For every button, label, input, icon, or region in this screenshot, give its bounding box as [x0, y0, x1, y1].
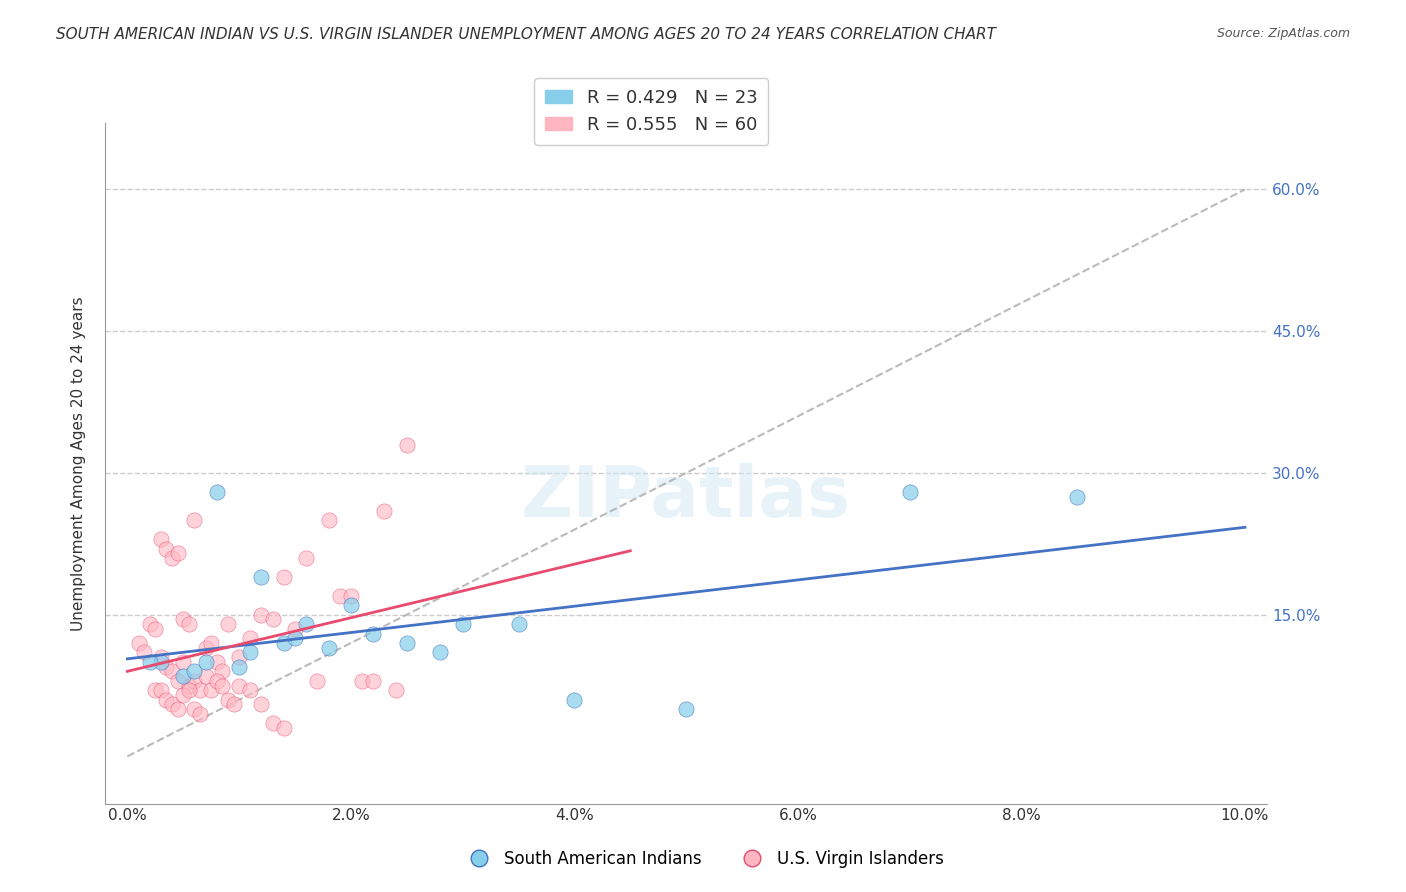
Point [194, 640, 217, 655]
Point [183, 665, 205, 679]
Point [508, 617, 530, 632]
Y-axis label: Unemployment Among Ages 20 to 24 years: Unemployment Among Ages 20 to 24 years [72, 296, 86, 631]
Point [205, 484, 228, 499]
Point [284, 632, 307, 646]
Point [273, 636, 295, 650]
Point [262, 716, 284, 731]
Point [318, 513, 340, 527]
Point [177, 679, 200, 693]
Point [200, 683, 222, 698]
Point [340, 589, 363, 603]
Point [361, 626, 384, 640]
Point [307, 673, 329, 688]
Point [361, 673, 384, 688]
Point [160, 665, 183, 679]
Point [143, 683, 166, 698]
Point [262, 612, 284, 626]
Point [155, 692, 177, 706]
Point [155, 659, 177, 673]
Point [149, 650, 172, 665]
Point [138, 617, 160, 632]
Point [183, 673, 205, 688]
Point [429, 645, 451, 659]
Point [675, 702, 697, 716]
Point [295, 551, 318, 566]
Point [211, 665, 233, 679]
Point [239, 645, 262, 659]
Point [188, 683, 211, 698]
Point [217, 692, 239, 706]
Point [250, 607, 273, 622]
Point [222, 698, 245, 712]
Point [128, 636, 150, 650]
Point [564, 692, 586, 706]
Point [250, 570, 273, 584]
Point [149, 532, 172, 546]
Point [143, 622, 166, 636]
Point [318, 640, 340, 655]
Point [239, 683, 262, 698]
Point [160, 551, 183, 566]
Point [205, 655, 228, 669]
Point [200, 636, 222, 650]
Point [149, 655, 172, 669]
Point [172, 612, 194, 626]
Point [166, 673, 188, 688]
Point [239, 632, 262, 646]
Point [352, 673, 374, 688]
Point [451, 617, 474, 632]
Point [228, 659, 250, 673]
Point [384, 683, 406, 698]
Point [138, 655, 160, 669]
Point [194, 655, 217, 669]
Point [172, 688, 194, 702]
Point [194, 669, 217, 683]
Point [166, 702, 188, 716]
Legend: R = 0.429   N = 23, R = 0.555   N = 60: R = 0.429 N = 23, R = 0.555 N = 60 [534, 78, 768, 145]
Text: ZIPatlas: ZIPatlas [522, 463, 851, 532]
Point [373, 504, 395, 518]
Point [177, 617, 200, 632]
Point [898, 484, 921, 499]
Point [250, 698, 273, 712]
Point [172, 655, 194, 669]
Point [395, 636, 418, 650]
Point [228, 679, 250, 693]
Point [183, 702, 205, 716]
Point [217, 617, 239, 632]
Point [172, 669, 194, 683]
Point [132, 645, 155, 659]
Point [295, 617, 318, 632]
Text: Source: ZipAtlas.com: Source: ZipAtlas.com [1216, 27, 1350, 40]
Point [273, 570, 295, 584]
Point [211, 679, 233, 693]
Point [188, 706, 211, 721]
Point [160, 698, 183, 712]
Point [183, 513, 205, 527]
Text: SOUTH AMERICAN INDIAN VS U.S. VIRGIN ISLANDER UNEMPLOYMENT AMONG AGES 20 TO 24 Y: SOUTH AMERICAN INDIAN VS U.S. VIRGIN ISL… [56, 27, 997, 42]
Point [329, 589, 352, 603]
Point [205, 673, 228, 688]
Point [395, 437, 418, 451]
Point [340, 598, 363, 612]
Point [284, 622, 307, 636]
Point [273, 721, 295, 735]
Point [166, 546, 188, 560]
Point [1066, 490, 1088, 504]
Legend: South American Indians, U.S. Virgin Islanders: South American Indians, U.S. Virgin Isla… [456, 844, 950, 875]
Point [149, 683, 172, 698]
Point [228, 650, 250, 665]
Point [177, 683, 200, 698]
Point [155, 541, 177, 556]
